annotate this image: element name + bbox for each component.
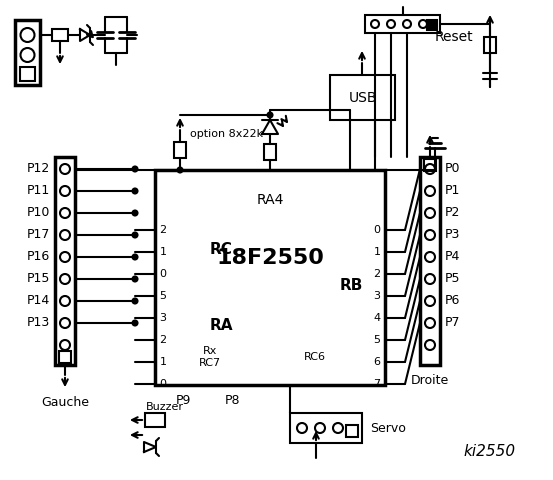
Text: P6: P6 — [445, 295, 461, 308]
Text: 2: 2 — [159, 335, 166, 345]
Circle shape — [133, 189, 138, 193]
Bar — [420, 157, 440, 365]
Bar — [155, 170, 385, 385]
Bar — [330, 75, 395, 120]
Circle shape — [268, 112, 273, 118]
Text: Buzzer: Buzzer — [146, 402, 184, 412]
Circle shape — [133, 299, 138, 303]
Text: 5: 5 — [159, 291, 166, 301]
Text: P11: P11 — [27, 184, 50, 197]
Bar — [484, 37, 496, 53]
Text: P17: P17 — [27, 228, 50, 241]
Text: option 8x22k: option 8x22k — [190, 129, 263, 139]
Text: P14: P14 — [27, 295, 50, 308]
Text: 6: 6 — [373, 357, 380, 367]
Text: P15: P15 — [27, 273, 50, 286]
Bar — [424, 159, 436, 171]
Text: Reset: Reset — [435, 30, 473, 44]
Bar — [264, 144, 276, 160]
Text: RA4: RA4 — [256, 193, 284, 207]
Bar — [59, 351, 71, 363]
Circle shape — [133, 167, 138, 171]
Text: RB: RB — [340, 277, 363, 292]
Text: 1: 1 — [159, 247, 166, 257]
Text: RC6: RC6 — [304, 352, 326, 362]
Text: 18F2550: 18F2550 — [216, 248, 324, 267]
Bar — [145, 413, 165, 427]
Text: P9: P9 — [175, 395, 191, 408]
Text: USB: USB — [348, 91, 377, 105]
Bar — [15, 20, 40, 85]
Text: P4: P4 — [445, 251, 461, 264]
Bar — [290, 413, 362, 443]
Text: RA: RA — [210, 317, 233, 333]
Text: 3: 3 — [373, 291, 380, 301]
Bar — [174, 142, 186, 158]
Text: 0: 0 — [373, 225, 380, 235]
Circle shape — [133, 232, 138, 238]
Bar — [346, 425, 358, 437]
Text: P1: P1 — [445, 184, 461, 197]
Text: P2: P2 — [445, 206, 461, 219]
Text: P13: P13 — [27, 316, 50, 329]
Text: P8: P8 — [225, 395, 241, 408]
Text: 4: 4 — [373, 313, 380, 323]
Circle shape — [178, 168, 182, 172]
Text: P3: P3 — [445, 228, 461, 241]
Text: 1: 1 — [159, 357, 166, 367]
Text: 2: 2 — [373, 269, 380, 279]
Circle shape — [133, 276, 138, 281]
Text: P0: P0 — [445, 163, 461, 176]
Circle shape — [133, 254, 138, 260]
Text: Rx
RC7: Rx RC7 — [199, 346, 221, 368]
Text: Gauche: Gauche — [41, 396, 89, 409]
Circle shape — [133, 321, 138, 325]
Text: 2: 2 — [159, 225, 166, 235]
Text: P16: P16 — [27, 251, 50, 264]
Bar — [52, 29, 68, 41]
Text: P7: P7 — [445, 316, 461, 329]
Bar — [20, 67, 35, 81]
Text: ki2550: ki2550 — [464, 444, 516, 459]
Text: 7: 7 — [373, 379, 380, 389]
Text: Servo: Servo — [370, 421, 406, 434]
Bar — [55, 157, 75, 365]
Text: RC: RC — [210, 242, 233, 257]
Text: 0: 0 — [159, 269, 166, 279]
Text: 3: 3 — [159, 313, 166, 323]
Bar — [365, 15, 440, 33]
Text: Droite: Droite — [411, 373, 449, 386]
Circle shape — [133, 211, 138, 216]
Bar — [427, 20, 437, 30]
Text: P12: P12 — [27, 163, 50, 176]
Text: P10: P10 — [27, 206, 50, 219]
Text: 1: 1 — [373, 247, 380, 257]
Text: 5: 5 — [373, 335, 380, 345]
Text: P5: P5 — [445, 273, 461, 286]
Text: 0: 0 — [159, 379, 166, 389]
